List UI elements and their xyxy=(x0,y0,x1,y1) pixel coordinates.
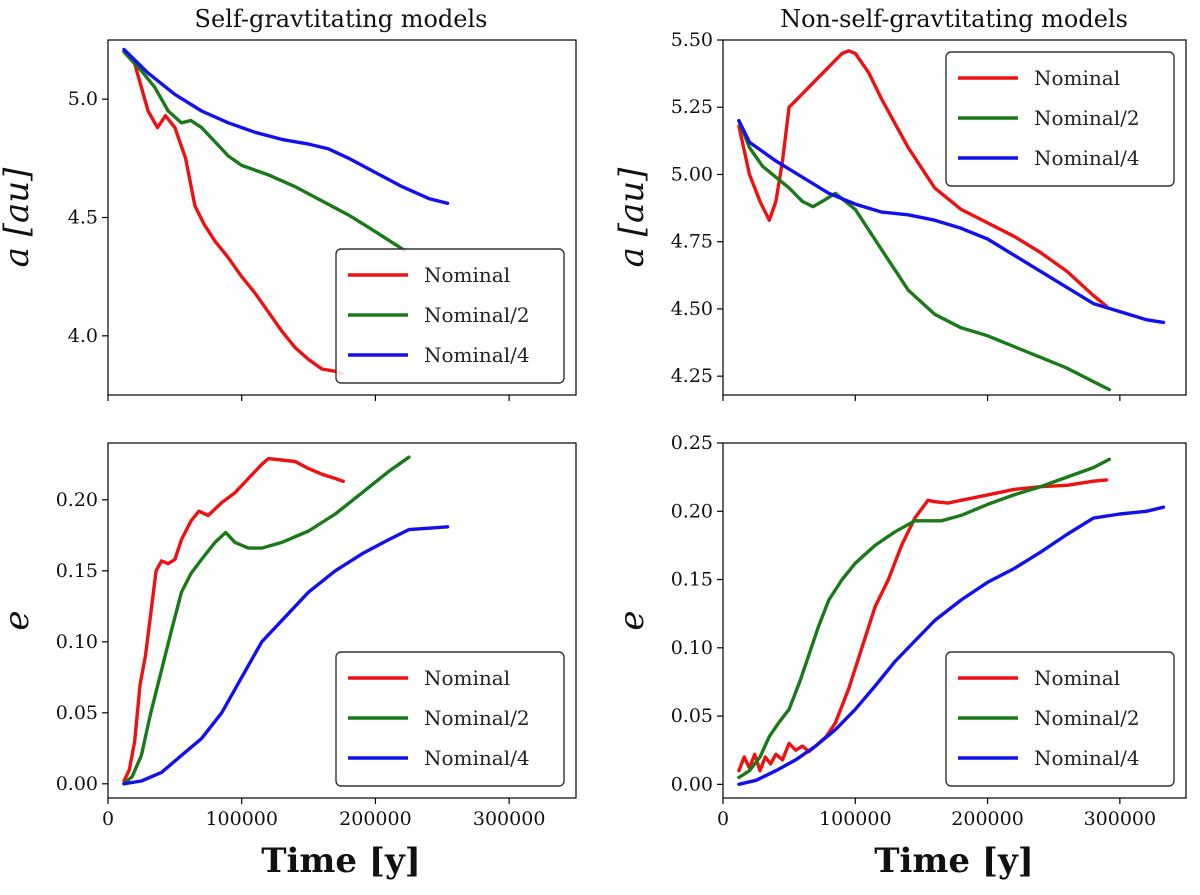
legend-box-3 xyxy=(945,651,1175,787)
legend-0: Nominal Nominal/2 Nominal/4 xyxy=(335,248,565,384)
series-line-0-0 xyxy=(122,50,344,376)
y-tick-label-1-0: 4.25 xyxy=(671,365,713,387)
y-tick-label-3-3: 0.15 xyxy=(671,569,713,591)
panel-1: 4.254.504.755.005.255.50a [au]NominalNom… xyxy=(612,29,1187,401)
series-line-3-2 xyxy=(737,505,1166,786)
legend-label-1-1: Nominal/2 xyxy=(1034,106,1140,130)
series-line-1-0 xyxy=(737,49,1109,308)
y-tick-label-3-5: 0.25 xyxy=(671,432,713,454)
legend-1: Nominal Nominal/2 Nominal/4 xyxy=(945,51,1175,187)
series-line-2-0 xyxy=(122,456,345,783)
y-axis-label-1: a [au] xyxy=(612,167,652,268)
legend-label-3-2: Nominal/4 xyxy=(1034,746,1140,770)
xlabel-left: Time [y] xyxy=(261,841,421,881)
x-tick-label-3-1: 100000 xyxy=(819,808,892,830)
y-tick-label-0-1: 4.5 xyxy=(68,207,98,229)
legend-label-0-1: Nominal/2 xyxy=(424,303,530,327)
xlabel-right: Time [y] xyxy=(874,841,1034,881)
legend-box-0 xyxy=(335,248,565,384)
y-tick-label-1-5: 5.50 xyxy=(671,29,713,51)
series-line-3-0 xyxy=(737,478,1109,773)
series-line-3-1 xyxy=(737,457,1112,780)
y-tick-label-1-4: 5.25 xyxy=(671,96,713,118)
x-tick-label-3-2: 200000 xyxy=(951,808,1024,830)
panel-0: 4.0 4.5 5.0 a [au] Nominal Nominal/2 Nominal/4 xyxy=(0,39,577,401)
x-tick-label-2-1: 100000 xyxy=(205,808,278,830)
y-tick-label-1-3: 5.00 xyxy=(671,163,713,185)
panel-3: 0 100000 200000 300000 0.00 0.05 0.10 0.15 0.20 0… xyxy=(612,432,1187,830)
legend-label-3-1: Nominal/2 xyxy=(1034,706,1140,730)
legend-3: Nominal Nominal/2 Nominal/4 xyxy=(945,651,1175,787)
legend-2: Nominal Nominal/2 Nominal/4 xyxy=(335,651,565,787)
title-right: Non-self-gravtitating models xyxy=(780,5,1128,33)
x-tick-label-2-0: 0 xyxy=(102,808,114,830)
x-tick-label-2-2: 200000 xyxy=(339,808,412,830)
legend-label-1-2: Nominal/4 xyxy=(1034,146,1140,170)
series-line-0-2 xyxy=(122,47,450,206)
y-tick-label-3-4: 0.20 xyxy=(671,500,713,522)
y-tick-label-3-0: 0.00 xyxy=(671,773,713,795)
y-axis-label-0: a [au] xyxy=(0,167,37,268)
legend-label-2-0: Nominal xyxy=(424,666,510,690)
axes-frame-1 xyxy=(722,39,1187,396)
legend-label-1-0: Nominal xyxy=(1034,66,1120,90)
y-axis-label-2: e xyxy=(0,610,37,630)
panel-2: 0 100000 200000 300000 0.00 0.05 0.10 0.15 0.20 e… xyxy=(0,442,577,830)
y-tick-label-2-1: 0.05 xyxy=(56,702,98,724)
y-tick-label-0-2: 5.0 xyxy=(68,88,98,110)
series-line-0-1 xyxy=(122,50,407,253)
x-tick-label-3-3: 300000 xyxy=(1084,808,1157,830)
series-line-1-2 xyxy=(737,118,1166,325)
legend-label-0-2: Nominal/4 xyxy=(424,343,530,367)
y-tick-label-3-2: 0.10 xyxy=(671,637,713,659)
y-tick-label-1-2: 4.75 xyxy=(671,231,713,253)
series-line-2-1 xyxy=(122,455,411,786)
axes-frame-3 xyxy=(722,442,1187,799)
x-tick-label-3-0: 0 xyxy=(717,808,729,830)
x-tick-label-2-3: 300000 xyxy=(473,808,546,830)
title-left: Self-gravtitating models xyxy=(195,5,488,33)
y-tick-label-2-0: 0.00 xyxy=(56,773,98,795)
series-line-1-1 xyxy=(737,118,1112,392)
legend-label-2-2: Nominal/4 xyxy=(424,746,530,770)
legend-box-1 xyxy=(945,51,1175,187)
y-axis-label-3: e xyxy=(612,610,652,630)
legend-label-0-0: Nominal xyxy=(424,263,510,287)
legend-label-3-0: Nominal xyxy=(1034,666,1120,690)
y-tick-label-2-3: 0.15 xyxy=(56,560,98,582)
series-line-2-2 xyxy=(122,525,450,786)
legend-box-2 xyxy=(335,651,565,787)
y-tick-label-2-4: 0.20 xyxy=(56,489,98,511)
y-tick-label-0-0: 4.0 xyxy=(68,325,98,347)
y-tick-label-1-1: 4.50 xyxy=(671,298,713,320)
y-tick-label-3-1: 0.05 xyxy=(671,705,713,727)
y-tick-label-2-2: 0.10 xyxy=(56,631,98,653)
axes-frame-2 xyxy=(107,442,577,799)
legend-label-2-1: Nominal/2 xyxy=(424,706,530,730)
